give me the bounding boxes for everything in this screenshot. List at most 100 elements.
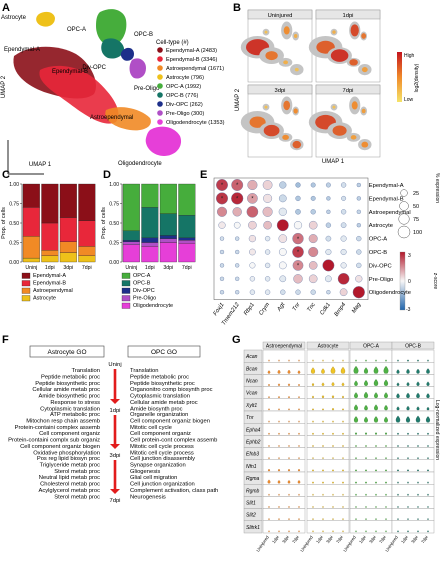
dotplot-dot	[218, 221, 226, 229]
violin-shape	[277, 468, 281, 472]
astro-go-term: Sterol metab proc	[54, 494, 100, 500]
violin-cell	[391, 520, 435, 534]
bar-segment	[22, 207, 40, 237]
astro-go-term: Cell component organiz	[39, 431, 100, 437]
violin-shape	[373, 416, 379, 423]
dotplot-dot	[235, 276, 240, 281]
violin-shape	[342, 420, 344, 423]
size-legend-title: % expression	[434, 173, 440, 203]
violin-shape	[383, 365, 389, 374]
violin-shape	[330, 366, 336, 374]
violin-shape	[397, 444, 399, 447]
astro-go-term: Protein-containi complx sub organiz	[8, 438, 100, 444]
dotplot-dot	[232, 207, 242, 217]
violin-shape	[417, 481, 419, 484]
bar-segment	[122, 244, 140, 263]
bar-segment	[159, 238, 177, 243]
opc-go-term: Organonitro comp biosynth proc	[130, 387, 213, 393]
opc-go-term: Cell junction organization	[130, 482, 195, 488]
dotplot-dot	[326, 290, 331, 295]
violin-shape	[426, 381, 430, 386]
panel-a-ylabel: UMAP 2	[1, 75, 7, 98]
violin-shape	[298, 444, 300, 447]
astro-go-term: Amide biosynthetic proc	[38, 394, 100, 400]
violin-shape	[342, 530, 344, 533]
density-hotspot	[332, 105, 336, 109]
violin-x-tick-label: 3dpi	[325, 535, 334, 545]
dotplot-gene-label: Bmp4	[334, 302, 348, 318]
violin-shape	[417, 530, 419, 533]
dotplot-dot	[248, 220, 257, 230]
dotplot-dot	[264, 249, 271, 255]
astro-go-term: Cholesterol metab proc	[40, 482, 100, 488]
violin-shape	[278, 420, 280, 423]
violin-shape	[278, 530, 280, 533]
violin-shape	[365, 457, 367, 459]
violin-shape	[332, 359, 334, 362]
violin-shape	[385, 518, 387, 520]
bar-segment	[141, 183, 159, 208]
timeline-arrow-head	[110, 444, 120, 449]
dotplot-dot	[356, 209, 361, 214]
dotplot-dot	[249, 276, 256, 282]
violin-shape	[322, 481, 324, 484]
density-hotspot	[265, 51, 278, 61]
opc-go-term: Peptide metabolic proc	[130, 374, 189, 380]
violin-shape	[406, 392, 410, 398]
violin-shape	[417, 518, 419, 520]
violin-shape	[416, 381, 420, 386]
violin-shape	[288, 505, 290, 508]
violin-shape	[407, 518, 409, 520]
panel-a-legend-title: Cell-type (#)	[156, 40, 189, 46]
x-tick-label: 1dpi	[145, 265, 155, 271]
violin-shape	[322, 518, 324, 520]
violin-shape	[406, 381, 410, 386]
bar-segment	[59, 241, 77, 253]
violin-shape	[297, 370, 301, 374]
violin-x-tick-label: Uninjured	[342, 534, 357, 552]
violin-shape	[287, 369, 291, 374]
violin-x-tick-label: 7dpi	[420, 535, 429, 545]
legend-entry: Pre-Oligo (300)	[166, 111, 204, 117]
density-hotspot	[361, 33, 367, 39]
y-tick-label: 0.00	[109, 260, 119, 266]
dotplot-dot	[264, 235, 271, 242]
violin-shape	[384, 432, 388, 435]
dotplot-dot	[322, 259, 335, 272]
violin-shape	[322, 530, 324, 533]
x-tick-label: 3dpi	[63, 265, 73, 271]
size-legend-label: 25	[413, 191, 419, 197]
violin-shape	[375, 493, 377, 496]
violin-shape	[278, 432, 280, 435]
bar-segment	[22, 236, 40, 259]
violin-shape	[374, 404, 378, 411]
density-hotspot	[263, 124, 280, 137]
dotplot-dot	[219, 249, 225, 255]
violin-shape	[342, 408, 344, 411]
violin-x-tick-label: Uninjured	[255, 534, 270, 552]
bar-segment	[159, 213, 177, 236]
violin-shape	[312, 359, 314, 362]
violin-shape	[397, 457, 399, 459]
violin-shape	[278, 457, 280, 459]
violin-shape	[268, 444, 270, 447]
cluster-oligodendrocyte	[145, 126, 182, 156]
violin-shape	[427, 469, 429, 472]
x-tick-label: 7dpi	[82, 265, 92, 271]
bar-segment	[78, 255, 96, 263]
bar-segment	[122, 240, 140, 242]
violin-shape	[287, 468, 291, 472]
size-legend-dot	[397, 225, 411, 239]
violin-shape	[322, 444, 324, 447]
violin-shape	[277, 369, 281, 374]
dotplot-dot	[293, 274, 303, 284]
violin-shape	[322, 505, 324, 508]
dotplot-dot	[264, 289, 271, 295]
legend-swatch	[157, 47, 163, 53]
astro-go-term: ATP metabolic proc	[50, 412, 100, 418]
violin-shape	[427, 505, 429, 508]
significance-star: *	[221, 183, 224, 189]
violin-shape	[268, 420, 270, 423]
opc-go-term: Cellular amide metab proc	[130, 400, 198, 406]
colorbar-title: log2(density)	[414, 63, 420, 92]
